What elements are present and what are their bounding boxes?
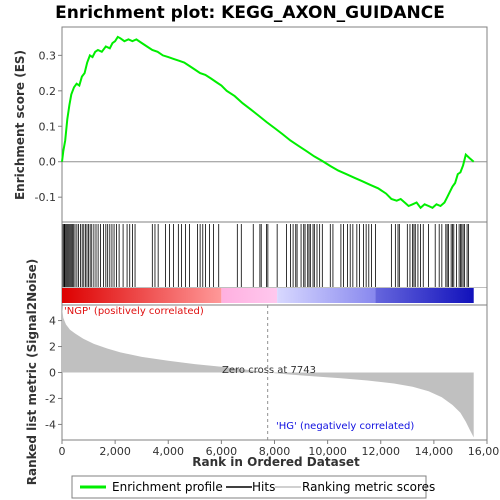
metric-y-tick-label: -4: [45, 418, 56, 431]
hits-layer: [62, 224, 469, 287]
positive-correlation-label: 'NGP' (positively correlated): [64, 306, 204, 317]
es-y-axis-label: Enrichment score (ES): [13, 50, 27, 200]
es-y-tick-label: -0.1: [35, 191, 56, 204]
x-axis: 0 2,000 4,000 6,000 8,000 10,000 12,000 14,000 1…: [59, 440, 500, 458]
x-tick-label: 10,000: [308, 445, 347, 458]
x-tick-label: 16,000: [468, 445, 500, 458]
negative-correlation-label: 'HG' (negatively correlated): [276, 421, 414, 432]
rank-color-bar: [62, 287, 487, 303]
es-y-tick-label: 0.3: [39, 49, 57, 62]
zero-cross-label: Zero cross at 7743: [222, 365, 316, 376]
metric-y-tick-label: 0: [49, 367, 56, 380]
metric-y-tick-label: 4: [49, 315, 56, 328]
legend-label: Hits: [252, 480, 275, 494]
es-y-tick-label: 0.2: [39, 85, 57, 98]
x-tick-label: 12,000: [362, 445, 401, 458]
x-tick-label: 2,000: [99, 445, 131, 458]
x-tick-label: 6,000: [206, 445, 238, 458]
color-bar-segment: [277, 288, 376, 303]
es-y-tick-label: 0.1: [39, 120, 57, 133]
es-panel-ticks: -0.1 0.0 0.1 0.2 0.3: [35, 49, 487, 204]
x-axis-label: Rank in Ordered Dataset: [192, 455, 360, 469]
legend-label: Ranking metric scores: [302, 480, 435, 494]
color-bar-segment: [221, 288, 278, 303]
legend: Enrichment profile Hits Ranking metric sco…: [80, 480, 435, 494]
chart-title: Enrichment plot: KEGG_AXON_GUIDANCE: [55, 3, 445, 23]
color-bar-segment: [62, 288, 222, 303]
x-tick-label: 8,000: [259, 445, 291, 458]
metric-y-tick-label: 2: [49, 341, 56, 354]
color-bar-segment: [375, 288, 474, 303]
x-tick-label: 0: [59, 445, 66, 458]
x-tick-label: 4,000: [153, 445, 185, 458]
es-panel-frame: [61, 26, 488, 223]
es-profile-layer: [61, 35, 475, 210]
es-y-tick-label: 0.0: [39, 156, 57, 169]
metric-y-tick-label: -2: [45, 392, 56, 405]
metric-panel-ticks: -4 -2 0 2 4: [45, 315, 62, 431]
legend-label: Enrichment profile: [112, 480, 223, 494]
x-tick-label: 14,000: [415, 445, 454, 458]
metric-y-axis-label: Ranked list metric (Signal2Noise): [25, 259, 39, 486]
enrichment-profile-line: [61, 35, 475, 210]
